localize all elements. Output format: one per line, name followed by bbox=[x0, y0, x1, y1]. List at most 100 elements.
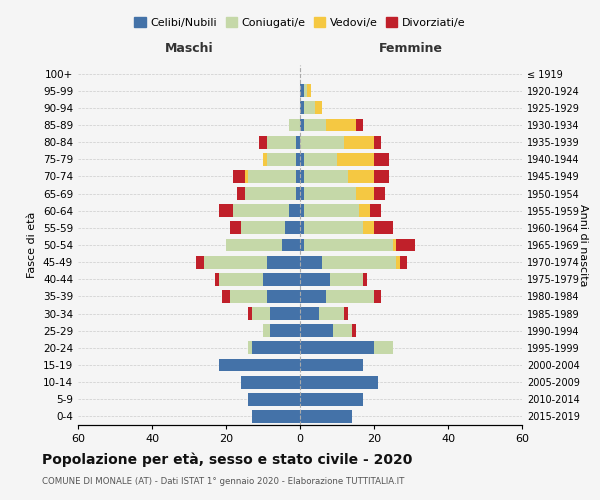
Bar bbox=[304, 187, 355, 200]
Bar bbox=[281, 238, 300, 252]
Bar bbox=[289, 118, 300, 132]
Bar bbox=[326, 118, 355, 132]
Bar bbox=[300, 273, 329, 285]
Bar bbox=[233, 170, 245, 183]
Bar bbox=[204, 256, 266, 268]
Bar bbox=[300, 307, 319, 320]
Bar bbox=[230, 290, 266, 303]
Bar bbox=[266, 256, 300, 268]
Bar bbox=[222, 290, 230, 303]
Y-axis label: Anni di nascita: Anni di nascita bbox=[578, 204, 588, 286]
Bar bbox=[363, 222, 374, 234]
Bar bbox=[218, 273, 263, 285]
Bar bbox=[370, 204, 382, 217]
Bar bbox=[315, 102, 322, 114]
Bar bbox=[218, 204, 233, 217]
Bar bbox=[300, 393, 363, 406]
Bar bbox=[300, 342, 374, 354]
Bar bbox=[196, 256, 204, 268]
Bar bbox=[259, 136, 266, 148]
Bar bbox=[355, 118, 363, 132]
Bar bbox=[252, 307, 271, 320]
Bar bbox=[374, 187, 385, 200]
Bar bbox=[300, 170, 304, 183]
Bar bbox=[300, 187, 304, 200]
Bar bbox=[374, 342, 392, 354]
Bar bbox=[266, 153, 296, 166]
Bar bbox=[344, 307, 348, 320]
Bar bbox=[304, 84, 307, 97]
Bar bbox=[215, 273, 218, 285]
Bar bbox=[300, 290, 326, 303]
Bar bbox=[289, 204, 300, 217]
Bar bbox=[300, 324, 334, 337]
Bar bbox=[374, 136, 382, 148]
Bar bbox=[344, 136, 374, 148]
Bar bbox=[271, 307, 300, 320]
Bar bbox=[300, 153, 304, 166]
Bar bbox=[363, 273, 367, 285]
Bar bbox=[304, 238, 392, 252]
Text: Maschi: Maschi bbox=[164, 42, 214, 54]
Bar bbox=[319, 307, 344, 320]
Bar bbox=[300, 118, 304, 132]
Bar bbox=[396, 256, 400, 268]
Bar bbox=[296, 136, 300, 148]
Bar bbox=[326, 290, 374, 303]
Bar bbox=[285, 222, 300, 234]
Bar bbox=[248, 170, 296, 183]
Text: Popolazione per età, sesso e stato civile - 2020: Popolazione per età, sesso e stato civil… bbox=[42, 452, 412, 467]
Legend: Celibi/Nubili, Coniugati/e, Vedovi/e, Divorziati/e: Celibi/Nubili, Coniugati/e, Vedovi/e, Di… bbox=[130, 13, 470, 32]
Bar bbox=[248, 307, 252, 320]
Bar bbox=[396, 238, 415, 252]
Bar bbox=[304, 222, 363, 234]
Y-axis label: Fasce di età: Fasce di età bbox=[28, 212, 37, 278]
Bar bbox=[304, 170, 348, 183]
Bar bbox=[300, 84, 304, 97]
Bar bbox=[304, 153, 337, 166]
Bar bbox=[241, 376, 300, 388]
Bar bbox=[300, 376, 378, 388]
Bar bbox=[266, 290, 300, 303]
Bar bbox=[374, 222, 392, 234]
Bar bbox=[300, 410, 352, 423]
Bar bbox=[355, 187, 374, 200]
Bar bbox=[348, 170, 374, 183]
Text: COMUNE DI MONALE (AT) - Dati ISTAT 1° gennaio 2020 - Elaborazione TUTTITALIA.IT: COMUNE DI MONALE (AT) - Dati ISTAT 1° ge… bbox=[42, 478, 404, 486]
Bar bbox=[304, 118, 326, 132]
Bar bbox=[218, 358, 300, 372]
Bar bbox=[329, 273, 363, 285]
Bar bbox=[263, 153, 266, 166]
Bar bbox=[359, 204, 370, 217]
Bar bbox=[237, 187, 245, 200]
Bar bbox=[374, 153, 389, 166]
Bar bbox=[374, 290, 382, 303]
Bar bbox=[248, 393, 300, 406]
Bar bbox=[337, 153, 374, 166]
Bar bbox=[233, 204, 289, 217]
Bar bbox=[304, 204, 359, 217]
Bar bbox=[245, 187, 296, 200]
Bar bbox=[263, 324, 271, 337]
Bar bbox=[352, 324, 355, 337]
Bar bbox=[296, 187, 300, 200]
Bar bbox=[304, 102, 315, 114]
Bar bbox=[271, 324, 300, 337]
Bar bbox=[300, 256, 322, 268]
Bar bbox=[300, 102, 304, 114]
Text: Femmine: Femmine bbox=[379, 42, 443, 54]
Bar bbox=[245, 170, 248, 183]
Bar bbox=[296, 153, 300, 166]
Bar bbox=[248, 342, 252, 354]
Bar bbox=[300, 358, 363, 372]
Bar bbox=[300, 222, 304, 234]
Bar bbox=[374, 170, 389, 183]
Bar bbox=[230, 222, 241, 234]
Bar bbox=[322, 256, 396, 268]
Bar bbox=[241, 222, 285, 234]
Bar bbox=[334, 324, 352, 337]
Bar bbox=[252, 410, 300, 423]
Bar bbox=[300, 238, 304, 252]
Bar bbox=[392, 238, 396, 252]
Bar bbox=[307, 84, 311, 97]
